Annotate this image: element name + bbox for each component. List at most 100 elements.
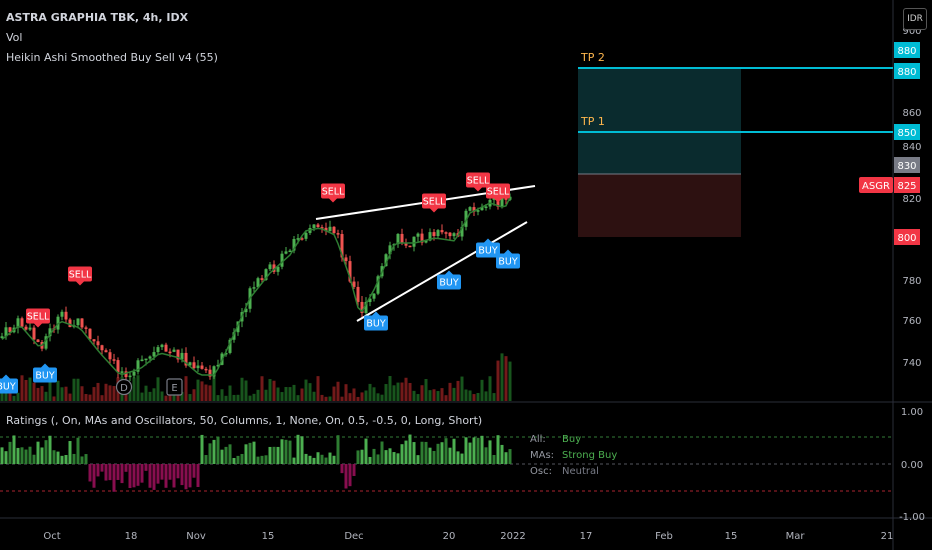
candle-body bbox=[96, 341, 100, 346]
sell-signal-tag-label: SELL bbox=[322, 187, 345, 198]
ratings-column bbox=[260, 455, 264, 464]
ratings-column bbox=[256, 456, 260, 464]
candle-body bbox=[300, 238, 304, 240]
ratings-column bbox=[296, 434, 300, 464]
volume-legend[interactable]: Vol bbox=[6, 31, 23, 44]
ratings-column bbox=[80, 456, 84, 464]
buy-signal-tag-label: BUY bbox=[498, 257, 517, 268]
volume-bar bbox=[0, 391, 4, 401]
price-axis[interactable]: 900 860 840 820 780 760 740 880 880 850 830 825 800 A… bbox=[859, 26, 922, 369]
ratings-column bbox=[252, 441, 256, 464]
buy-signal-tag bbox=[0, 378, 18, 394]
indicator-legend[interactable]: Heikin Ashi Smoothed Buy Sell v4 (55) bbox=[6, 51, 218, 64]
symbol-title[interactable]: ASTRA GRAPHIA TBK, 4h, IDX bbox=[6, 11, 189, 24]
volume-bar bbox=[388, 376, 392, 401]
volume-bar bbox=[60, 387, 64, 401]
candle-body bbox=[500, 198, 504, 207]
lower-trendline[interactable] bbox=[356, 221, 528, 322]
ratings-column bbox=[104, 464, 108, 481]
ratings-column bbox=[284, 439, 288, 464]
time-tick-label: 2022 bbox=[500, 531, 525, 542]
candle-body bbox=[264, 269, 268, 280]
candle-body bbox=[4, 327, 8, 337]
candle-body bbox=[476, 210, 480, 212]
candle-body bbox=[280, 253, 284, 267]
ratings-column bbox=[236, 455, 240, 464]
volume-bar bbox=[140, 392, 144, 401]
sell-signal-tag-label: SELL bbox=[487, 187, 510, 198]
volume-bar bbox=[88, 394, 92, 401]
stop-loss-zone[interactable] bbox=[578, 174, 741, 237]
ratings-column bbox=[308, 455, 312, 464]
ratings-tick-label: 1.00 bbox=[901, 407, 923, 418]
sell-signal-tag-pointer bbox=[494, 198, 502, 203]
volume-bar bbox=[176, 390, 180, 401]
candle-body bbox=[68, 319, 72, 328]
volume-bar bbox=[36, 387, 40, 401]
time-axis[interactable]: Oct 18 Nov 15 Dec 20 2022 17 Feb 15 Mar 21 bbox=[43, 531, 893, 542]
price-badge bbox=[894, 124, 920, 140]
ratings-column bbox=[100, 464, 104, 472]
price-badge bbox=[894, 229, 920, 245]
take-profit-zone[interactable] bbox=[578, 68, 741, 174]
candle-body bbox=[348, 261, 352, 282]
volume-bar bbox=[132, 377, 136, 401]
buy-signal-tag-pointer bbox=[445, 270, 453, 275]
candle-body bbox=[472, 207, 476, 212]
ratings-column bbox=[36, 441, 40, 464]
candle-body bbox=[400, 233, 404, 243]
ratings-column bbox=[12, 435, 16, 464]
ratings-column bbox=[448, 447, 452, 464]
ratings-legend[interactable]: Ratings (, On, MAs and Oscillators, 50, … bbox=[6, 414, 483, 427]
candle-body bbox=[340, 234, 344, 258]
volume-bar bbox=[380, 394, 384, 401]
buy-signal-tag-pointer bbox=[372, 311, 380, 316]
ratings-column bbox=[184, 464, 188, 490]
volume-bar bbox=[396, 382, 400, 401]
volume-bar bbox=[408, 382, 412, 401]
sell-signal-tag-pointer bbox=[34, 323, 42, 328]
ratings-column bbox=[244, 444, 248, 464]
ratings-column bbox=[428, 447, 432, 464]
ratings-column bbox=[124, 464, 128, 472]
ratings-column bbox=[372, 448, 376, 464]
volume-bar bbox=[136, 375, 140, 401]
sell-signal-tag-label: SELL bbox=[423, 197, 446, 208]
ratings-column bbox=[44, 440, 48, 464]
dividend-marker[interactable]: D bbox=[115, 378, 133, 396]
ratings-column bbox=[340, 464, 344, 474]
candles[interactable] bbox=[0, 189, 512, 383]
candle-body bbox=[64, 311, 68, 320]
volume-bar bbox=[428, 390, 432, 401]
candle-body bbox=[324, 227, 328, 232]
currency-badge[interactable]: IDR bbox=[903, 8, 927, 30]
sell-signal-tag bbox=[321, 183, 345, 199]
candle-body bbox=[36, 339, 40, 343]
volume-bar bbox=[216, 395, 220, 401]
candle-body bbox=[416, 233, 420, 237]
volume-bar bbox=[332, 386, 336, 401]
volume-bar bbox=[240, 377, 244, 401]
volume-bar bbox=[492, 393, 496, 401]
ratings-column bbox=[264, 455, 268, 464]
volume-bar bbox=[48, 375, 52, 401]
ratings-column bbox=[200, 434, 204, 464]
ratings-column bbox=[248, 442, 252, 464]
ratings-column bbox=[168, 464, 172, 480]
time-tick-label: 18 bbox=[125, 531, 138, 542]
volume-bar bbox=[160, 391, 164, 401]
volume-bar bbox=[496, 360, 500, 401]
volume-bar bbox=[108, 385, 112, 401]
volume-bar bbox=[316, 376, 320, 401]
tp2-label: TP 2 bbox=[580, 51, 605, 64]
ratings-column bbox=[128, 464, 132, 489]
ratings-axis[interactable]: 1.00 0.00 -1.00 bbox=[899, 407, 925, 523]
ratings-column bbox=[224, 446, 228, 464]
price-tick-label: 860 bbox=[902, 108, 921, 119]
earnings-marker[interactable]: E bbox=[166, 378, 183, 396]
volume-bar bbox=[248, 395, 252, 401]
volume-bar bbox=[288, 387, 292, 401]
ratings-column bbox=[28, 446, 32, 464]
ratings-column bbox=[108, 464, 112, 481]
